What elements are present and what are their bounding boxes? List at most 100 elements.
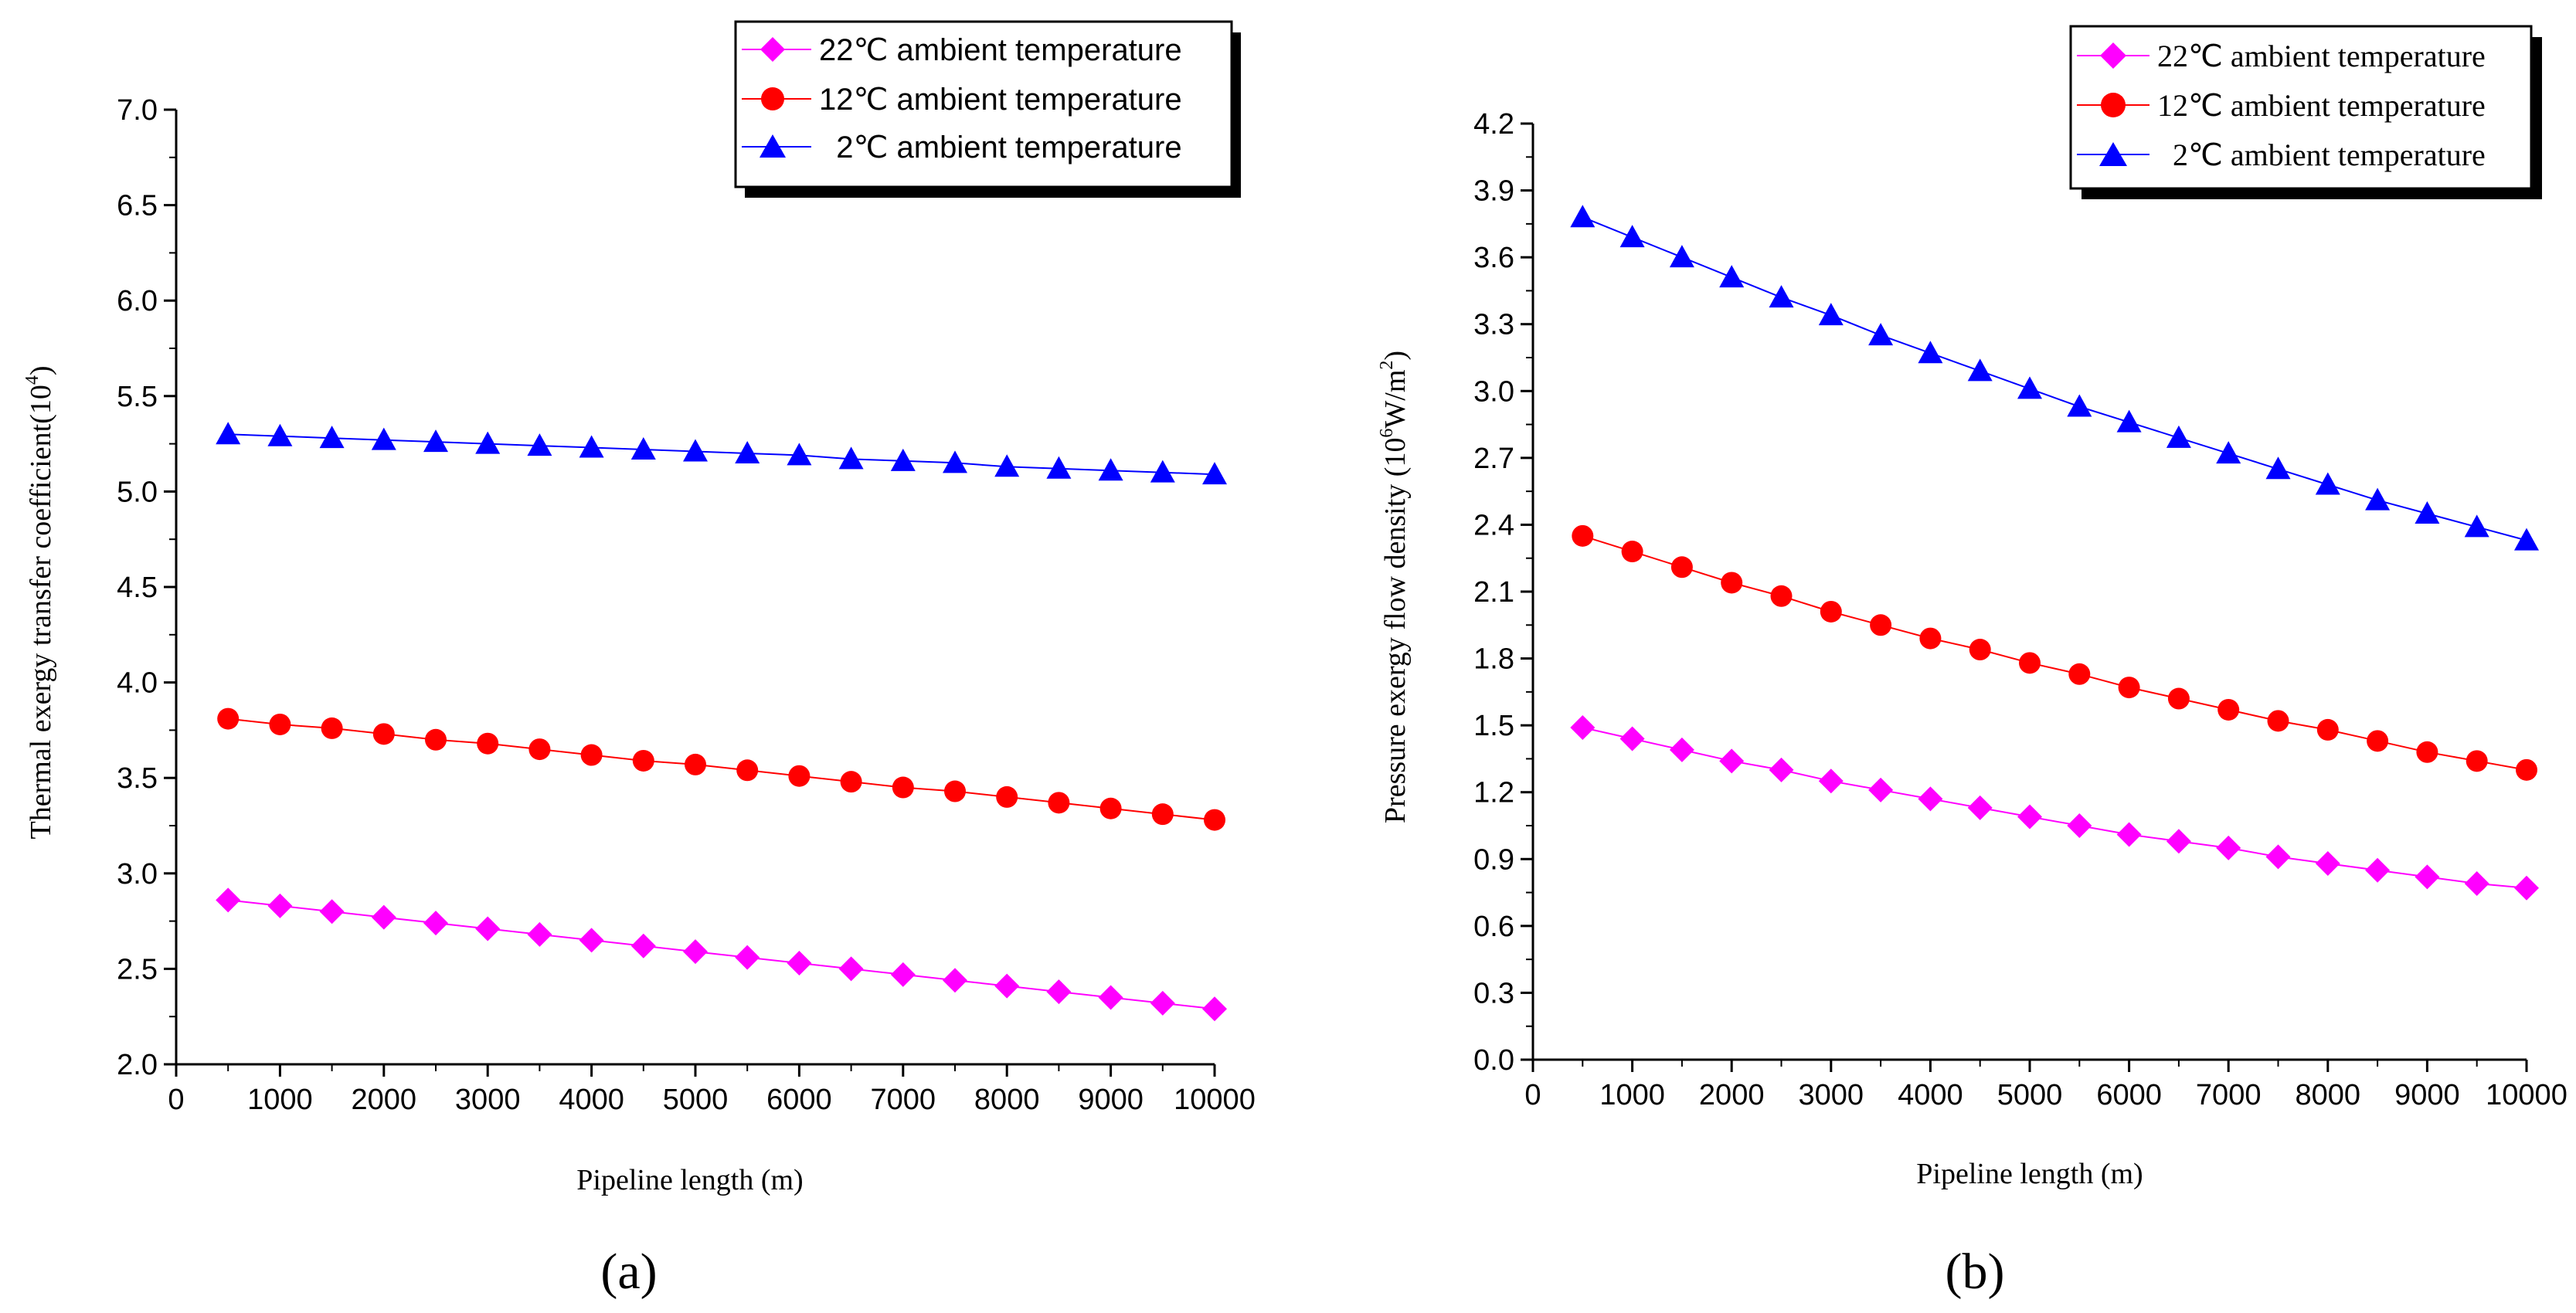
chart-b-marks: [1570, 205, 2539, 901]
chart-b-series-3: [1570, 205, 2539, 551]
chart-a-legend-triangle-marker: [760, 134, 786, 158]
chart-b-series-2: [1572, 524, 2537, 781]
chart-a-point-triangle-marker: [579, 435, 604, 458]
chart-a-point-diamond-marker: [1046, 979, 1072, 1005]
chart-b-point-circle-marker: [2416, 741, 2438, 763]
chart-b-series-line: [1582, 216, 2527, 541]
chart-a-legend-entry-2c: 2℃ ambient temperature: [742, 131, 1182, 165]
chart-a-point-triangle-marker: [216, 422, 241, 445]
chart-b-point-circle-marker: [1621, 541, 1643, 563]
chart-a-y-tick-label: 5.5: [117, 381, 158, 413]
chart-b-y-tick-label: 2.4: [1473, 509, 1514, 541]
chart-b-x-axis-title: Pipeline length (m): [1916, 1158, 2143, 1190]
chart-a-series-3: [216, 422, 1227, 485]
chart-a-y-tick-label: 6.0: [117, 285, 158, 317]
chart-a-x-tick-label: 0: [168, 1084, 184, 1116]
chart-b-point-triangle-marker: [1769, 285, 1794, 308]
chart-a-point-circle-marker: [425, 728, 447, 751]
chart-a-x-tick-label: 3000: [455, 1084, 521, 1116]
chart-b-point-triangle-marker: [2514, 528, 2539, 551]
chart-a-point-triangle-marker: [1046, 456, 1072, 479]
chart-b-y-tick-label: 0.6: [1473, 911, 1514, 943]
chart-b-legend-label-2c: 2℃ ambient temperature: [2157, 137, 2486, 172]
chart-b-point-triangle-marker: [1719, 265, 1745, 288]
chart-b-x-tick-label: 10000: [2486, 1079, 2568, 1111]
chart-a-point-circle-marker: [685, 753, 706, 775]
chart-a-point-circle-marker: [1151, 803, 1174, 826]
chart-a-point-circle-marker: [217, 707, 240, 730]
chart-a-point-circle-marker: [580, 744, 603, 766]
chart-b-point-triangle-marker: [2315, 472, 2340, 495]
chart-b-point-diamond-marker: [2415, 864, 2440, 890]
chart-a-x-tick-label: 8000: [974, 1084, 1040, 1116]
chart-b-axes: 0 1000 2000 3000 4000 5000 6000 7000 8000 9000 100…: [1473, 108, 2568, 1111]
chart-b-point-diamond-marker: [2464, 871, 2489, 897]
chart-a-y-tick-label: 4.5: [117, 572, 158, 604]
chart-b-point-circle-marker: [1870, 614, 1892, 636]
chart-a-series-2: [217, 707, 1225, 831]
chart-b-point-circle-marker: [1770, 585, 1793, 607]
chart-b-y-tick-label: 3.3: [1473, 309, 1514, 341]
chart-a-point-triangle-marker: [1150, 460, 1175, 483]
chart-b-point-triangle-marker: [1669, 245, 1694, 268]
chart-a-point-circle-marker: [788, 765, 811, 787]
chart-a-point-diamond-marker: [838, 956, 864, 982]
chart-a-point-circle-marker: [1204, 809, 1225, 831]
chart-a-legend-entry-22c: 22℃ ambient temperature: [742, 33, 1182, 67]
chart-a-legend-entry-12c: 12℃ ambient temperature: [742, 83, 1182, 117]
chart-b-point-diamond-marker: [2166, 829, 2191, 854]
chart-a-point-circle-marker: [840, 771, 862, 793]
chart-a-y-axis-title: Thermal exergy transfer coefficient(104): [22, 365, 57, 839]
chart-a-point-diamond-marker: [319, 899, 345, 925]
chart-b-point-triangle-marker: [2265, 456, 2291, 480]
chart-b-x-tick-label: 8000: [2296, 1079, 2361, 1111]
chart-b-point-circle-marker: [2316, 718, 2339, 741]
chart-b-x-tick-label: 0: [1524, 1079, 1541, 1111]
chart-a-series-1: [216, 887, 1227, 1022]
chart-a-point-diamond-marker: [943, 968, 967, 993]
chart-b-point-triangle-marker: [1918, 341, 1943, 364]
chart-a: 0 1000 2000 3000 4000 5000 6000 7000 8000 9000 100…: [22, 20, 1256, 1300]
chart-b-y-tick-label: 1.2: [1473, 777, 1514, 809]
chart-b-y-tick-label: 4.2: [1473, 108, 1514, 141]
chart-b-legend-triangle-marker: [2099, 142, 2127, 166]
chart-b-point-diamond-marker: [2067, 813, 2092, 838]
chart-a-point-diamond-marker: [267, 893, 293, 918]
chart-b-point-triangle-marker: [1619, 225, 1645, 248]
chart-b-x-tick-label: 6000: [2096, 1079, 2162, 1111]
chart-a-point-triangle-marker: [423, 429, 448, 453]
chart-b-x-tick-label: 9000: [2394, 1079, 2460, 1111]
chart-b-point-diamond-marker: [1570, 715, 1596, 741]
chart-b-point-circle-marker: [2217, 698, 2240, 721]
chart-a-legend-label-12c: 12℃ ambient temperature: [819, 83, 1182, 117]
chart-a-point-circle-marker: [944, 780, 966, 802]
chart-a-point-triangle-marker: [475, 431, 501, 454]
chart-a-point-diamond-marker: [1202, 996, 1227, 1022]
chart-a-y-tick-label: 2.5: [117, 953, 158, 986]
chart-b-x-tick-label: 3000: [1799, 1079, 1864, 1111]
chart-a-panel-label: (a): [600, 1243, 657, 1300]
chart-a-point-diamond-marker: [735, 945, 760, 970]
chart-a-point-circle-marker: [477, 732, 499, 755]
chart-a-point-triangle-marker: [267, 423, 293, 446]
chart-a-y-tick-label: 2.0: [117, 1049, 158, 1081]
chart-a-y-tick-label: 6.5: [117, 190, 158, 222]
chart-b-legend-box: [2069, 25, 2533, 190]
chart-a-series-line: [228, 433, 1215, 476]
chart-b-series-line: [1582, 727, 2527, 889]
chart-a-point-triangle-marker: [787, 443, 812, 466]
chart-b-y-tick-label: 0.9: [1473, 843, 1514, 876]
chart-a-point-triangle-marker: [683, 439, 708, 462]
chart-b-point-circle-marker: [2367, 730, 2389, 752]
chart-b-point-diamond-marker: [1669, 737, 1694, 762]
chart-a-legend-label-2c: 2℃ ambient temperature: [819, 131, 1182, 165]
chart-a-point-diamond-marker: [994, 973, 1020, 999]
chart-a-legend: 22℃ ambient temperature 12℃ ambient temp…: [734, 20, 1241, 198]
chart-a-marks: [216, 422, 1227, 1022]
chart-a-point-diamond-marker: [787, 950, 812, 975]
chart-a-legend-label-22c: 22℃ ambient temperature: [819, 33, 1182, 67]
chart-a-point-diamond-marker: [216, 887, 241, 913]
chart-b-legend-entry-22c: 22℃ ambient temperature: [2077, 39, 2486, 73]
chart-a-point-circle-marker: [321, 717, 343, 739]
chart-b-point-circle-marker: [2516, 758, 2537, 781]
